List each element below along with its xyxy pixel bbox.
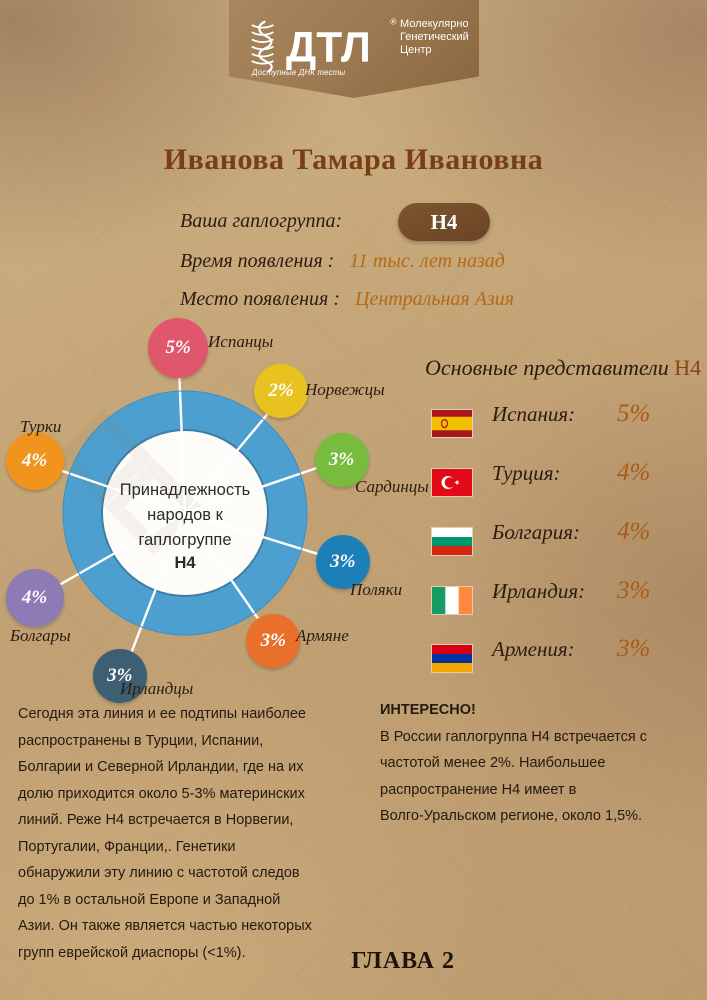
svg-text:гаплогруппе: гаплогруппе — [138, 531, 231, 549]
svg-text:H4: H4 — [174, 554, 196, 572]
svg-text:ДТЛ: ДТЛ — [286, 23, 371, 70]
svg-text:®: ® — [390, 17, 397, 27]
svg-text:Принадлежность: Принадлежность — [120, 481, 251, 499]
svg-text:народов к: народов к — [147, 506, 223, 524]
